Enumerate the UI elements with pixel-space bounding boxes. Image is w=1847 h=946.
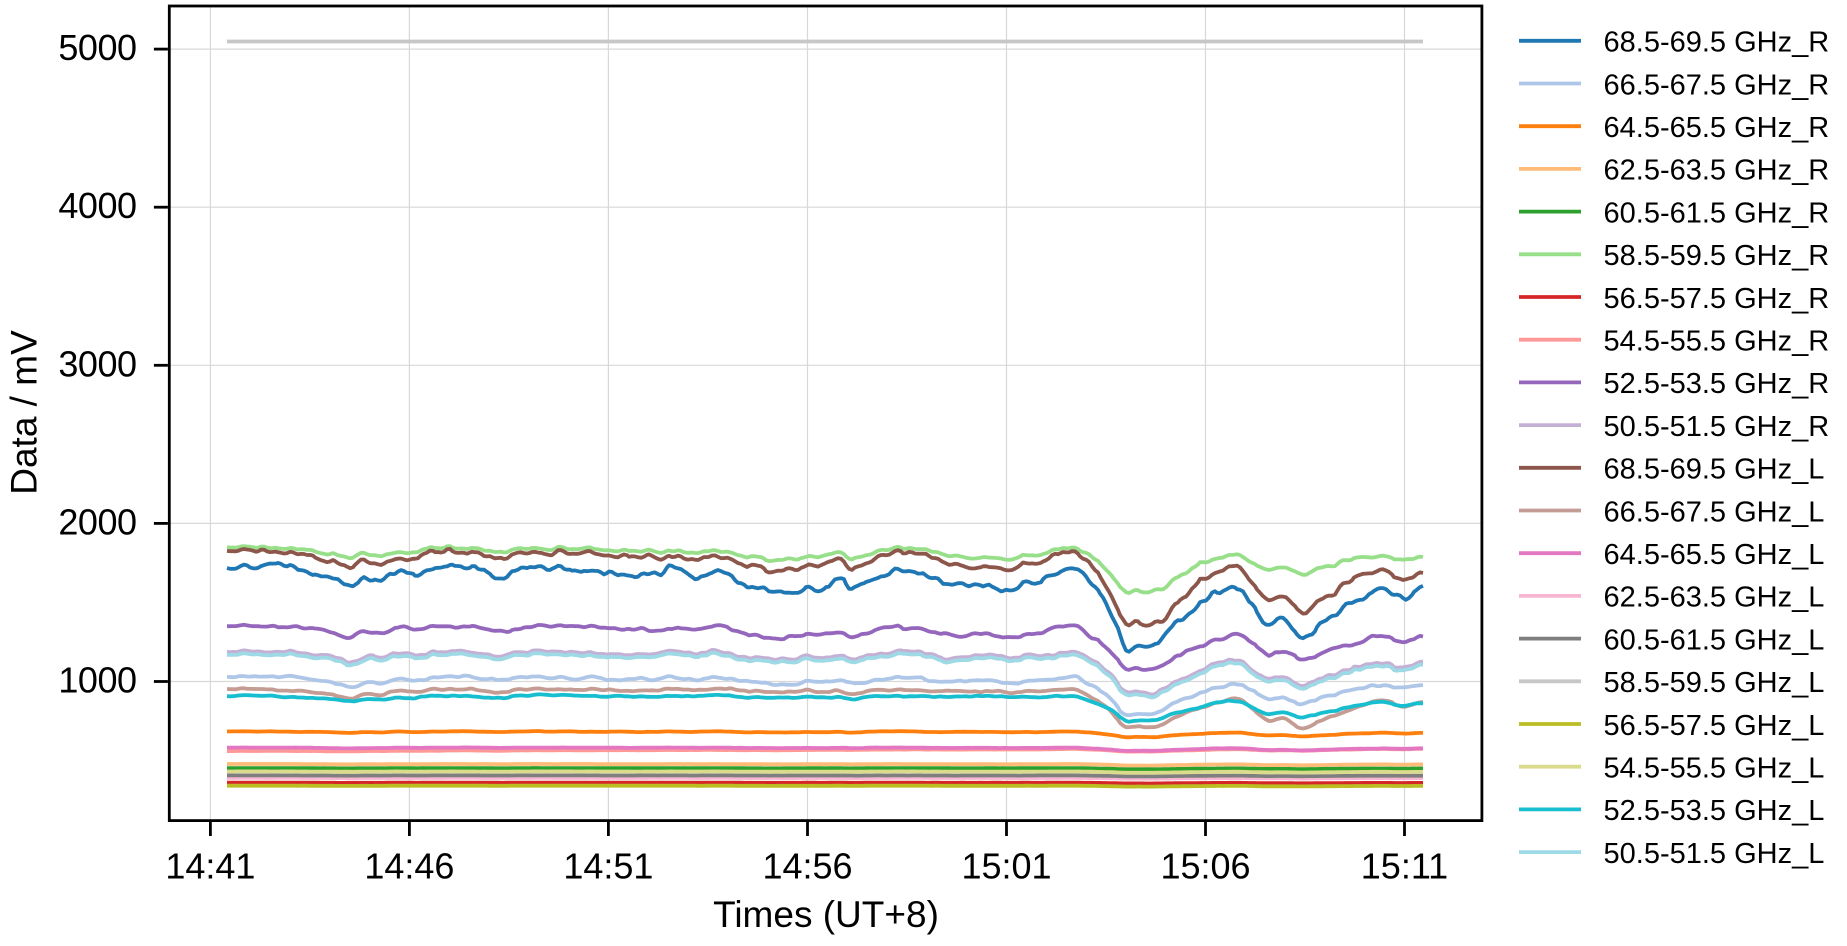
svg-text:4000: 4000 <box>58 185 136 226</box>
svg-text:50.5-51.5 GHz_R: 50.5-51.5 GHz_R <box>1604 411 1830 443</box>
svg-text:Times (UT+8): Times (UT+8) <box>713 894 939 935</box>
svg-text:3000: 3000 <box>58 343 136 384</box>
svg-text:62.5-63.5 GHz_R: 62.5-63.5 GHz_R <box>1604 155 1830 187</box>
svg-text:14:46: 14:46 <box>364 846 454 887</box>
svg-text:52.5-53.5 GHz_R: 52.5-53.5 GHz_R <box>1604 368 1830 400</box>
svg-text:50.5-51.5 GHz_L: 50.5-51.5 GHz_L <box>1604 838 1825 870</box>
svg-text:2000: 2000 <box>58 501 136 542</box>
svg-text:60.5-61.5 GHz_R: 60.5-61.5 GHz_R <box>1604 197 1830 229</box>
svg-text:66.5-67.5 GHz_L: 66.5-67.5 GHz_L <box>1604 496 1825 528</box>
svg-text:58.5-59.5 GHz_L: 58.5-59.5 GHz_L <box>1604 667 1825 699</box>
svg-text:15:11: 15:11 <box>1361 846 1448 887</box>
svg-text:66.5-67.5 GHz_R: 66.5-67.5 GHz_R <box>1604 69 1830 101</box>
svg-text:64.5-65.5 GHz_R: 64.5-65.5 GHz_R <box>1604 112 1830 144</box>
svg-text:52.5-53.5 GHz_L: 52.5-53.5 GHz_L <box>1604 795 1825 827</box>
svg-text:58.5-59.5 GHz_R: 58.5-59.5 GHz_R <box>1604 240 1830 272</box>
svg-text:1000: 1000 <box>58 660 136 701</box>
svg-text:68.5-69.5 GHz_L: 68.5-69.5 GHz_L <box>1604 454 1825 486</box>
svg-text:56.5-57.5 GHz_R: 56.5-57.5 GHz_R <box>1604 283 1830 315</box>
svg-text:64.5-65.5 GHz_L: 64.5-65.5 GHz_L <box>1604 539 1825 571</box>
svg-text:62.5-63.5 GHz_L: 62.5-63.5 GHz_L <box>1604 582 1825 614</box>
svg-text:54.5-55.5 GHz_R: 54.5-55.5 GHz_R <box>1604 326 1830 358</box>
svg-text:14:41: 14:41 <box>165 846 255 887</box>
svg-text:15:06: 15:06 <box>1160 846 1250 887</box>
svg-text:15:01: 15:01 <box>961 846 1051 887</box>
svg-text:14:56: 14:56 <box>762 846 852 887</box>
svg-text:54.5-55.5 GHz_L: 54.5-55.5 GHz_L <box>1604 753 1825 785</box>
svg-text:56.5-57.5 GHz_L: 56.5-57.5 GHz_L <box>1604 710 1825 742</box>
svg-text:14:51: 14:51 <box>563 846 653 887</box>
svg-text:60.5-61.5 GHz_L: 60.5-61.5 GHz_L <box>1604 624 1825 656</box>
svg-text:5000: 5000 <box>58 27 136 68</box>
svg-text:68.5-69.5 GHz_R: 68.5-69.5 GHz_R <box>1604 27 1830 59</box>
svg-text:Data / mV: Data / mV <box>4 330 45 495</box>
